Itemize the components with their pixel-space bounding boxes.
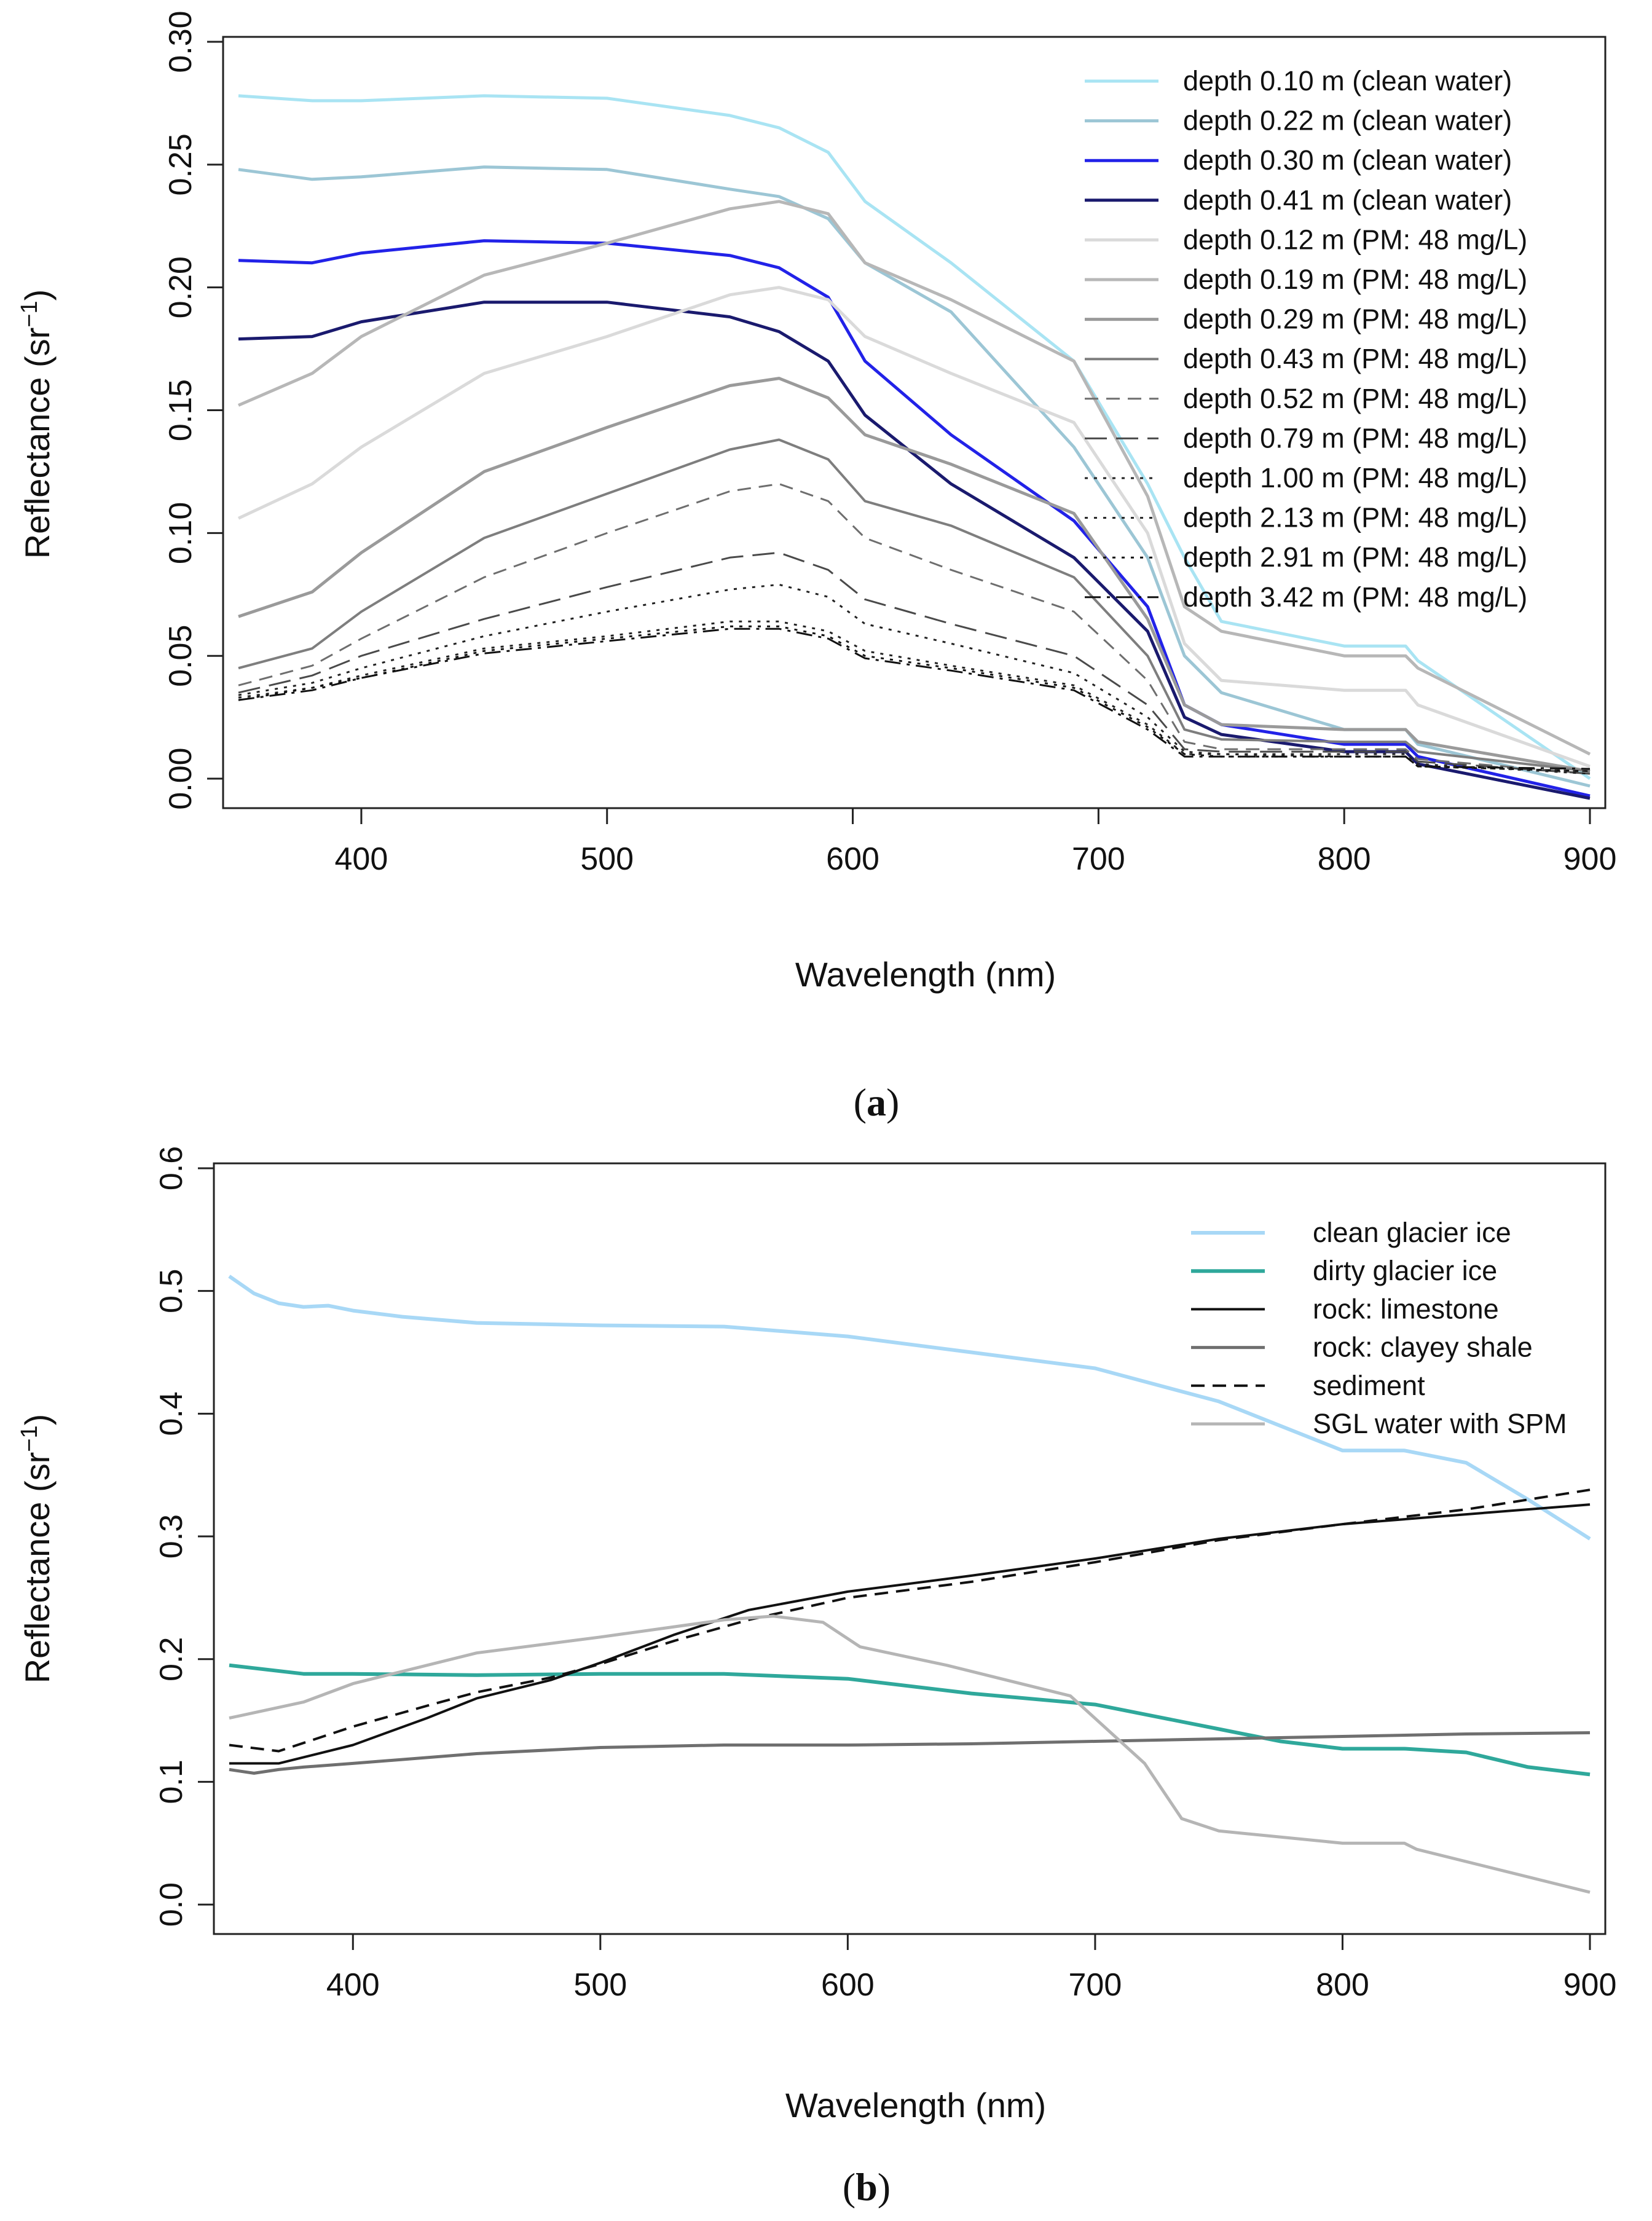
- y-tick-label: 0.00: [163, 747, 199, 809]
- series-line-3: [229, 1731, 1591, 1775]
- y-tick-label: 0.20: [163, 256, 199, 318]
- series-line-5: [238, 200, 1591, 756]
- series-line-11: [238, 620, 1591, 772]
- y-tick-label: 0.10: [163, 502, 199, 564]
- x-tick-label: 900: [1564, 841, 1617, 877]
- legend-label: depth 0.79 m (PM: 48 mg/L): [1183, 422, 1527, 454]
- series-line-13: [238, 627, 1591, 770]
- y-tick-label: 0.4: [154, 1391, 189, 1436]
- y-axis-label-text: Reflectance (sr: [18, 1452, 57, 1684]
- chart-b: 400 500 600 700 800 900 0.0 0.1 0.2 0.3 0.4 0.5 0.6 W…: [17, 1146, 1616, 2209]
- legend-label: depth 2.91 m (PM: 48 mg/L): [1183, 541, 1527, 573]
- legend-label: depth 0.30 m (clean water): [1183, 144, 1512, 176]
- series-line-4: [229, 1488, 1591, 1753]
- legend-label: depth 0.29 m (PM: 48 mg/L): [1183, 304, 1527, 335]
- legend-label: rock: limestone: [1313, 1293, 1499, 1324]
- y-axis-label-close: ): [18, 1414, 57, 1426]
- x-axis-label: Wavelength (nm): [795, 955, 1056, 994]
- chart-a: 400 500 600 700 800 900 0.00 0.05 0.10 0.15 0.20 0.…: [17, 10, 1616, 1124]
- y-tick-label: 0.2: [154, 1637, 189, 1681]
- legend-label: sediment: [1313, 1370, 1425, 1401]
- series-line-10: [238, 583, 1591, 775]
- legend: clean glacier ice dirty glacier ice rock: …: [1191, 1217, 1567, 1439]
- series-line-7: [238, 438, 1591, 772]
- x-tick-label: 700: [1072, 841, 1125, 877]
- y-axis-label-superscript: −1: [17, 1425, 42, 1452]
- panel-caption-letter: b: [856, 2165, 878, 2209]
- series-line-2: [229, 1503, 1591, 1765]
- x-tick-label: 500: [573, 1967, 627, 2003]
- series-line-0: [238, 94, 1591, 780]
- y-axis-label: Reflectance (sr−1): [17, 1414, 57, 1684]
- legend-label: rock: clayey shale: [1313, 1332, 1533, 1363]
- y-tick-label: 0.6: [154, 1146, 189, 1190]
- y-axis-label-text: Reflectance (sr: [18, 328, 57, 559]
- legend-label: dirty glacier ice: [1313, 1255, 1497, 1286]
- legend-label: depth 1.00 m (PM: 48 mg/L): [1183, 462, 1527, 493]
- x-tick-label: 400: [326, 1967, 380, 2003]
- legend-label: depth 0.22 m (clean water): [1183, 105, 1512, 136]
- y-tick-label: 0.15: [163, 379, 199, 441]
- series-line-1: [229, 1663, 1591, 1777]
- y-tick-label: 0.0: [154, 1882, 189, 1927]
- y-tick-label: 0.5: [154, 1269, 189, 1313]
- legend-label: depth 0.43 m (PM: 48 mg/L): [1183, 343, 1527, 374]
- legend-label: SGL water with SPM: [1313, 1408, 1567, 1439]
- series-line-0: [228, 1275, 1591, 1541]
- y-axis-label-close: ): [18, 289, 57, 301]
- y-tick-label: 0.3: [154, 1514, 189, 1559]
- x-tick-label: 600: [821, 1967, 875, 2003]
- x-tick-label: 900: [1564, 1967, 1617, 2003]
- x-tick-label: 700: [1069, 1967, 1122, 2003]
- x-tick-label: 800: [1316, 1967, 1369, 2003]
- x-tick-label: 400: [335, 841, 388, 877]
- series-line-5: [229, 1614, 1591, 1894]
- x-axis-label: Wavelength (nm): [785, 2086, 1046, 2125]
- series-line-2: [238, 239, 1591, 798]
- y-tick-label: 0.25: [163, 133, 199, 195]
- y-tick-label: 0.05: [163, 625, 199, 687]
- legend: depth 0.10 m (clean water) depth 0.22 m (…: [1085, 65, 1527, 613]
- legend-label: depth 0.41 m (clean water): [1183, 184, 1512, 216]
- series-line-4: [237, 286, 1591, 768]
- x-tick-label: 500: [580, 841, 634, 877]
- legend-label: depth 0.52 m (PM: 48 mg/L): [1183, 383, 1527, 414]
- legend-label: depth 3.42 m (PM: 48 mg/L): [1183, 581, 1527, 613]
- legend-label: clean glacier ice: [1313, 1217, 1511, 1248]
- panel-caption: (a): [854, 1080, 900, 1124]
- series-line-8: [238, 482, 1591, 775]
- y-axis-label: Reflectance (sr−1): [17, 289, 57, 559]
- panel-caption: (b): [843, 2165, 891, 2209]
- y-tick-label: 0.30: [163, 10, 199, 73]
- y-axis-label-superscript: −1: [17, 301, 42, 327]
- plot-frame: [213, 1162, 1607, 1935]
- x-tick-label: 800: [1318, 841, 1371, 877]
- y-tick-label: 0.1: [154, 1759, 189, 1804]
- legend-label: depth 2.13 m (PM: 48 mg/L): [1183, 502, 1527, 533]
- plot-frame: [222, 36, 1607, 809]
- x-tick-label: 600: [826, 841, 879, 877]
- legend-label: depth 0.10 m (clean water): [1183, 65, 1512, 96]
- panel-caption-letter: a: [867, 1080, 886, 1124]
- legend-label: depth 0.12 m (PM: 48 mg/L): [1183, 224, 1527, 255]
- legend-label: depth 0.19 m (PM: 48 mg/L): [1183, 264, 1527, 295]
- series-line-9: [238, 551, 1591, 775]
- series-line-6: [238, 377, 1591, 773]
